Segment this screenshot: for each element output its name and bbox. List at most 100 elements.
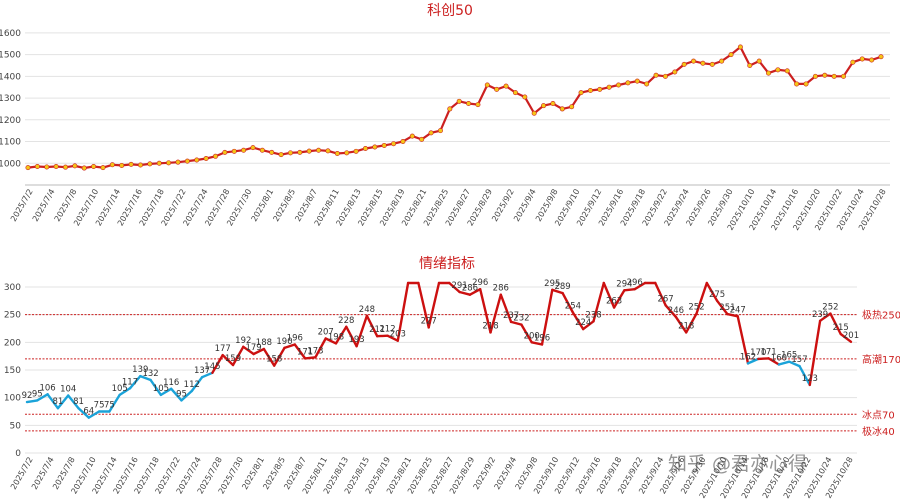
- top-data-point: [719, 58, 725, 64]
- top-data-point: [616, 82, 622, 88]
- top-data-point: [137, 162, 143, 168]
- bottom-data-label: 246: [668, 306, 684, 316]
- bottom-y-tick-label: 100: [4, 394, 21, 404]
- bottom-series-segment: [242, 345, 255, 356]
- top-data-point: [531, 110, 537, 116]
- bottom-data-label: 132: [142, 369, 158, 379]
- bottom-series-segment: [520, 323, 533, 344]
- bottom-data-label: 171: [297, 347, 313, 357]
- top-data-point: [841, 73, 847, 79]
- bottom-series-segment: [458, 290, 472, 296]
- top-data-point: [784, 68, 790, 74]
- top-chart-title: 科创50: [427, 3, 473, 19]
- top-data-point: [156, 160, 162, 166]
- bottom-series-segment: [108, 393, 121, 413]
- top-data-point: [184, 158, 190, 164]
- top-data-point: [850, 59, 856, 65]
- top-chart: 科创50 1000 1100 1200 1300 1400 1500 1600 2025/7…: [0, 3, 890, 232]
- top-data-point: [728, 52, 734, 58]
- top-series-line: [25, 44, 884, 171]
- bottom-y-tick-label: 150: [4, 366, 21, 376]
- bottom-series-segment: [777, 360, 791, 366]
- top-data-point: [512, 90, 518, 96]
- bottom-series-segment: [324, 337, 338, 345]
- bottom-data-label: 116: [163, 378, 179, 388]
- bottom-data-label: 81: [52, 397, 63, 407]
- bottom-series-segment: [293, 343, 307, 360]
- bottom-data-label: 145: [204, 362, 220, 372]
- bottom-series-segment: [540, 288, 554, 346]
- bottom-series-segment: [334, 325, 348, 345]
- top-data-point: [391, 141, 397, 147]
- top-data-point: [409, 133, 415, 139]
- top-data-point: [569, 104, 575, 110]
- bottom-data-label: 211: [369, 325, 385, 335]
- top-data-point: [372, 144, 378, 150]
- bottom-series-segment: [303, 356, 317, 360]
- bottom-data-label: 228: [338, 316, 354, 326]
- bottom-series-segment: [448, 281, 461, 294]
- bottom-series-segment: [571, 311, 585, 331]
- top-data-point: [869, 57, 875, 63]
- top-y-axis: 1000 1100 1200 1300 1400 1500 1600: [0, 29, 21, 169]
- top-data-point: [831, 73, 837, 79]
- bottom-data-label: 75: [104, 401, 115, 411]
- bottom-series-segment: [685, 312, 698, 334]
- reference-line-label: 极冰40: [862, 425, 895, 438]
- top-data-point: [344, 150, 350, 156]
- bottom-series-segment: [726, 312, 739, 318]
- bottom-data-label: 137: [194, 366, 210, 376]
- bottom-data-label: 112: [184, 380, 200, 390]
- top-data-point: [119, 162, 125, 168]
- top-y-tick-label: 1600: [0, 29, 21, 39]
- top-data-point: [212, 153, 218, 159]
- bottom-data-label: 123: [802, 374, 818, 384]
- top-data-point: [681, 61, 687, 67]
- top-data-point: [175, 159, 181, 165]
- top-data-point: [587, 87, 593, 93]
- reference-line-label: 冰点70: [862, 408, 895, 421]
- bottom-series-segment: [654, 281, 667, 307]
- bottom-series-segment: [715, 299, 729, 316]
- top-data-point: [634, 78, 640, 84]
- bottom-series-segment: [561, 291, 575, 314]
- bottom-series-segment: [551, 288, 564, 295]
- bottom-series-segment: [169, 387, 183, 402]
- bottom-series-segment: [592, 281, 605, 323]
- bottom-data-label: 170: [750, 348, 766, 358]
- bottom-series-segment: [345, 325, 358, 348]
- bottom-chart-title: 情绪指标: [419, 256, 475, 272]
- top-x-axis: 2025/7/22025/7/42025/7/82025/7/102025/7/…: [9, 188, 888, 232]
- top-data-point: [859, 56, 865, 62]
- bottom-series-segment: [355, 314, 369, 348]
- bottom-series-segment: [56, 394, 70, 410]
- bottom-data-label: 248: [359, 305, 375, 315]
- top-data-point: [250, 145, 256, 151]
- top-data-point: [766, 70, 772, 76]
- top-data-point: [541, 103, 547, 109]
- bottom-data-label: 212: [379, 325, 395, 335]
- bottom-data-label: 286: [462, 284, 478, 294]
- bottom-data-label: 95: [176, 389, 187, 399]
- bottom-data-label: 171: [760, 347, 776, 357]
- top-data-point: [109, 162, 115, 168]
- top-data-point: [306, 148, 312, 154]
- bottom-data-label: 227: [421, 316, 437, 326]
- top-y-tick-label: 1400: [0, 72, 21, 82]
- top-data-point: [381, 142, 387, 148]
- bottom-series-segment: [283, 343, 296, 350]
- bottom-data-label: 160: [771, 353, 787, 363]
- bottom-data-label: 207: [318, 327, 334, 337]
- bottom-series-segment: [252, 347, 266, 356]
- top-data-point: [128, 161, 134, 167]
- top-data-point: [203, 155, 209, 161]
- top-data-point: [700, 60, 706, 66]
- bottom-data-label: 218: [678, 321, 694, 331]
- top-data-point: [81, 165, 87, 171]
- bottom-data-label: 254: [565, 301, 581, 311]
- top-data-point: [419, 136, 425, 142]
- bottom-data-label: 252: [688, 303, 704, 313]
- top-data-point: [316, 147, 322, 153]
- top-data-point: [362, 145, 368, 151]
